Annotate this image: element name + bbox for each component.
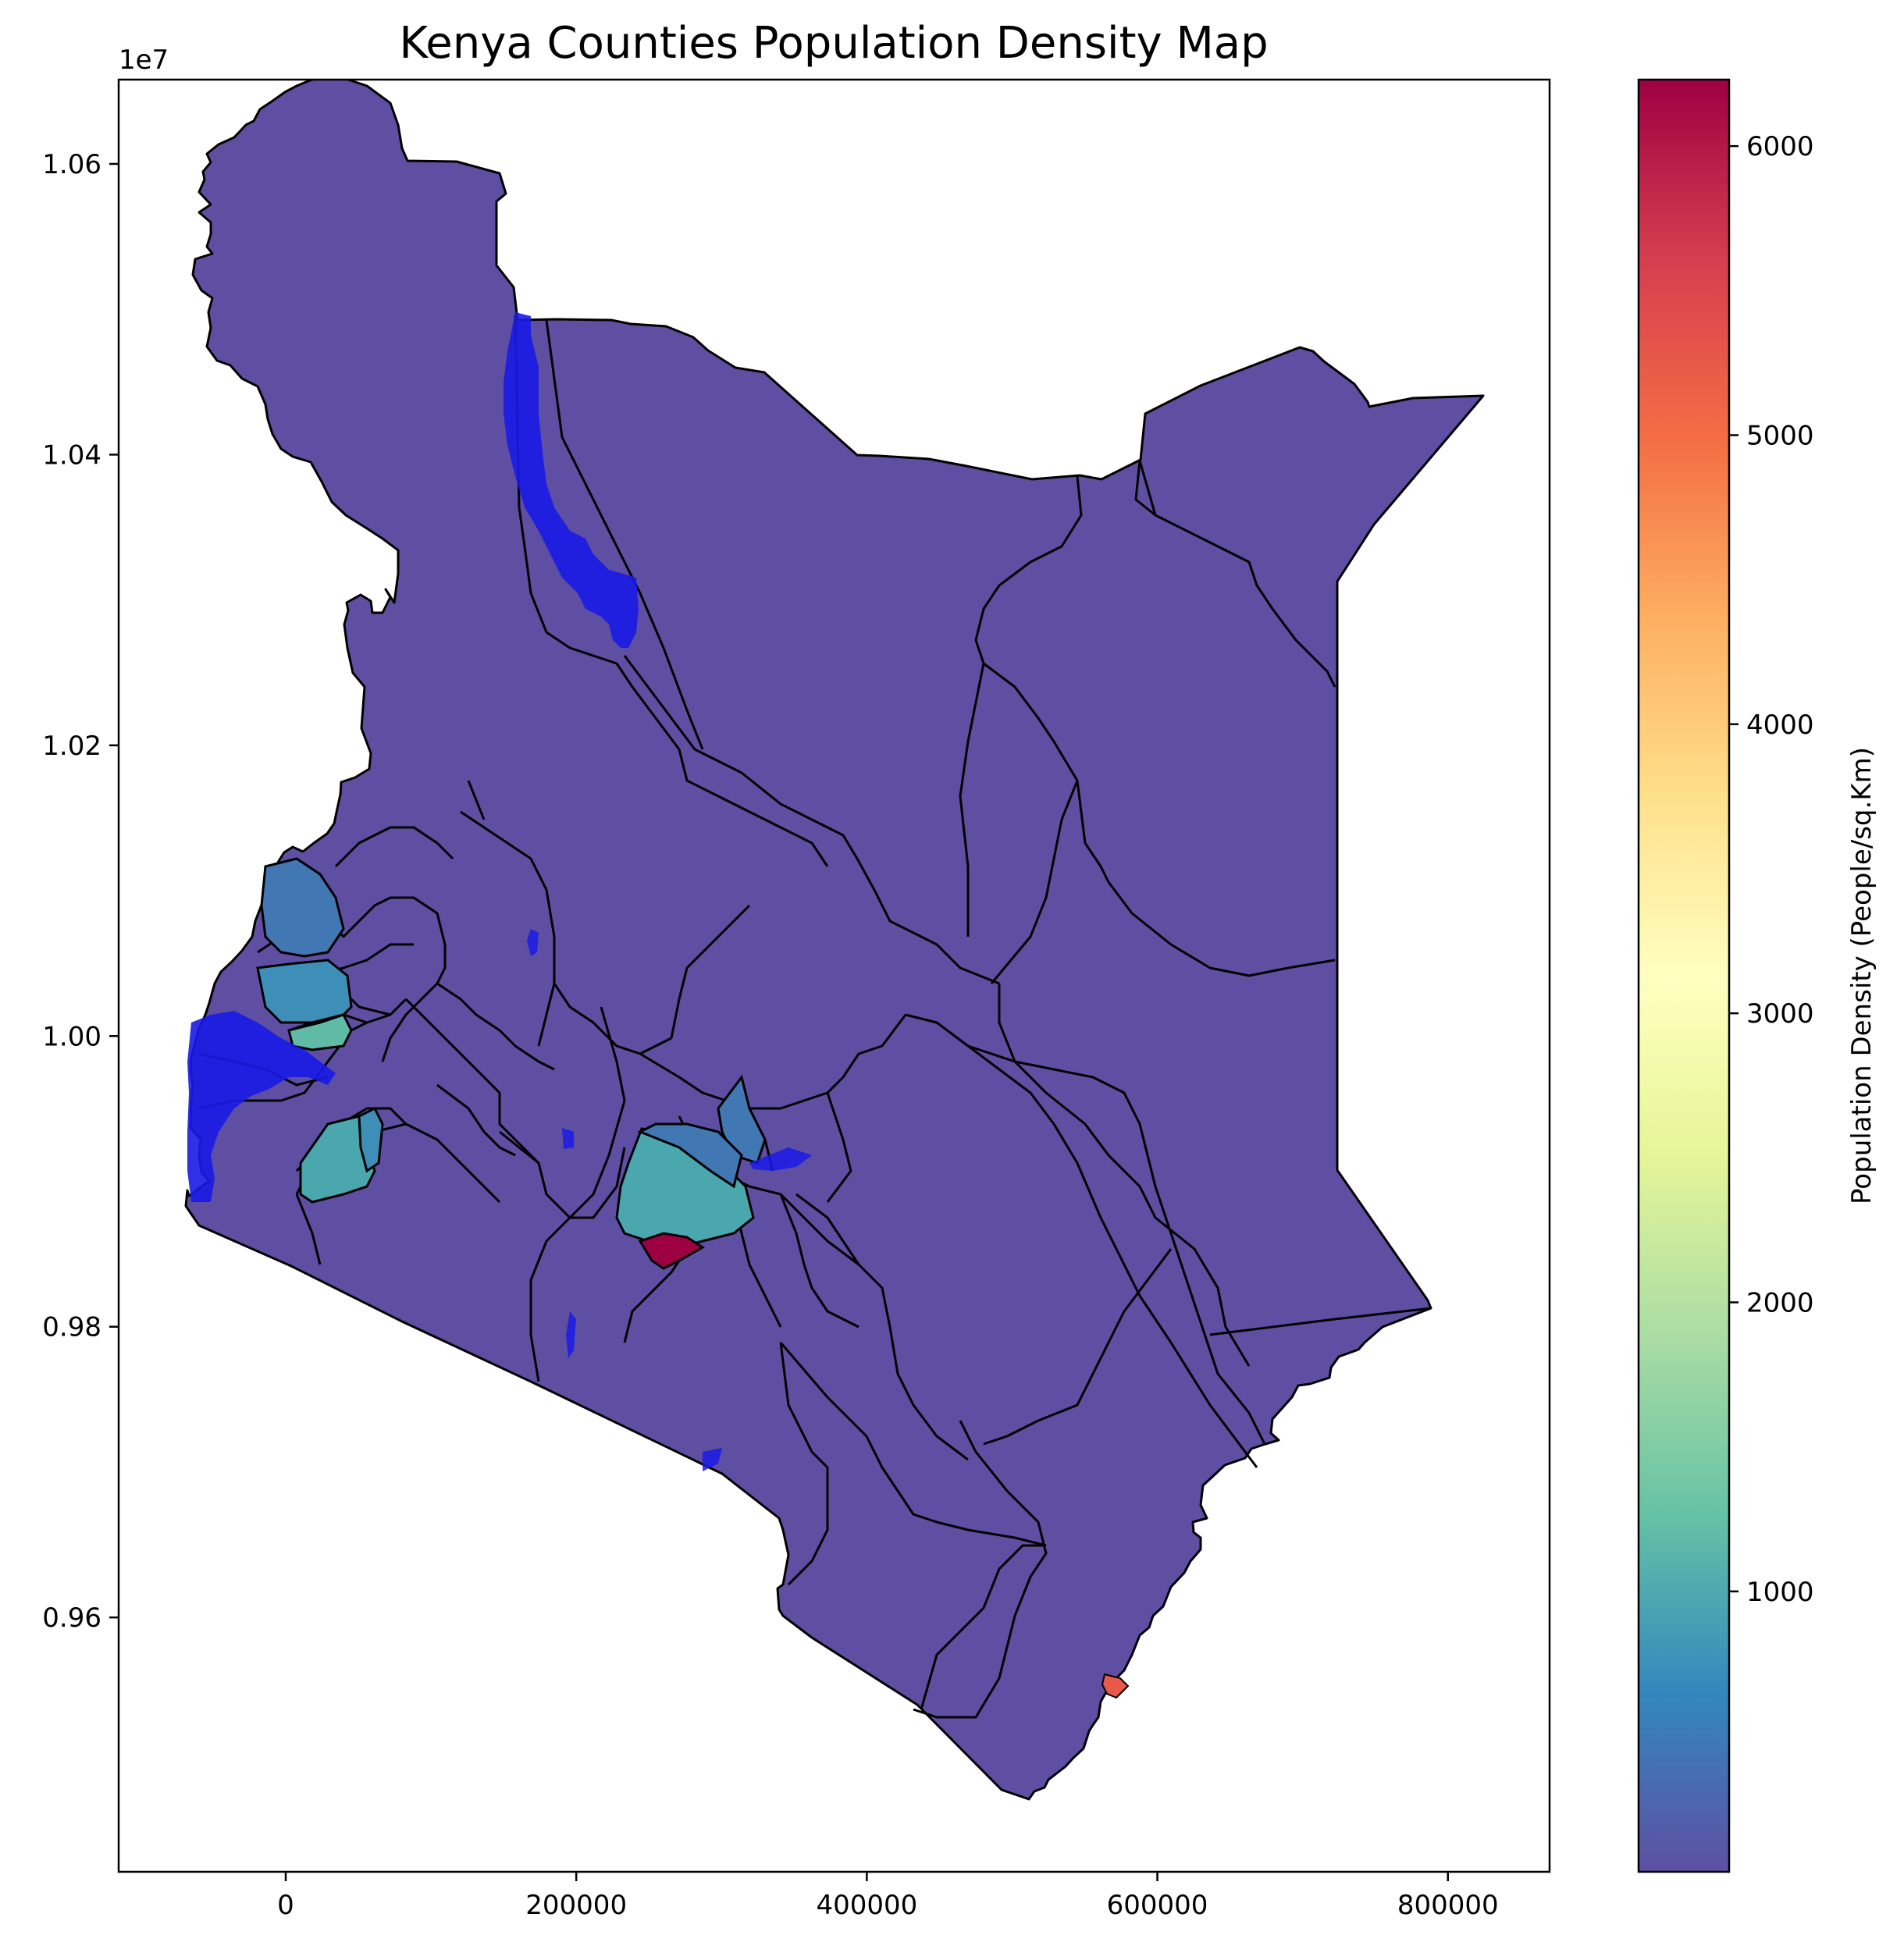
colorbar-tick-label: 5000 — [1746, 420, 1814, 451]
county-muranga — [637, 1122, 743, 1189]
x-tick-label: 600000 — [1107, 1890, 1208, 1921]
y-tick-label: 0.96 — [42, 1603, 101, 1634]
colorbar-tick-label: 1000 — [1746, 1577, 1814, 1608]
y-tick-label: 1.02 — [42, 731, 101, 762]
y-axis-ticks: 0.96 0.98 1.00 1.02 1.04 1.06 — [42, 149, 119, 1634]
x-tick-label: 800000 — [1397, 1890, 1499, 1921]
county-bungoma — [260, 857, 345, 958]
county-nyamira — [358, 1106, 384, 1173]
plot-area — [184, 80, 1485, 1801]
county-kakamega — [256, 959, 353, 1024]
x-tick-label: 0 — [277, 1890, 294, 1921]
colorbar-tick-label: 6000 — [1746, 131, 1814, 162]
county-nairobi — [638, 1232, 705, 1270]
y-tick-label: 1.04 — [42, 439, 101, 471]
county-kirinyaga — [717, 1074, 767, 1165]
x-tick-label: 200000 — [525, 1890, 627, 1921]
y-tick-label: 0.98 — [42, 1312, 101, 1343]
colorbar-ticks: 1000 2000 3000 4000 5000 6000 — [1729, 131, 1814, 1608]
county-borders — [198, 315, 1432, 1719]
colorbar-tick-label: 3000 — [1746, 998, 1814, 1030]
axes-frame — [117, 78, 1551, 1873]
y-tick-label: 1.06 — [42, 149, 101, 180]
x-tick-label: 400000 — [816, 1890, 917, 1921]
lake-turkana — [504, 312, 639, 648]
lake-victoria — [187, 1011, 336, 1202]
x-axis-ticks: 0 200000 400000 600000 800000 — [277, 1872, 1499, 1921]
kenya-landmass — [184, 80, 1485, 1801]
county-mombasa — [1101, 1673, 1130, 1699]
colorbar-tick-label: 2000 — [1746, 1287, 1814, 1318]
chart-title: Kenya Counties Population Density Map — [399, 18, 1268, 69]
colorbar-tick-label: 4000 — [1746, 710, 1814, 741]
colorbar — [1637, 78, 1731, 1873]
y-tick-label: 1.00 — [42, 1021, 101, 1052]
colorbar-label: Population Density (People/sq.Km) — [1846, 747, 1877, 1204]
y-offset-text: 1e7 — [119, 44, 169, 76]
